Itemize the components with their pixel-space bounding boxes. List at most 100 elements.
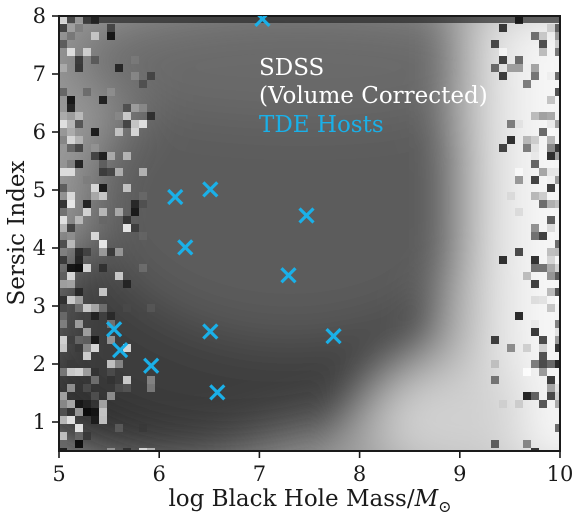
noise-cell [67,136,75,144]
noise-cell [555,432,560,440]
noise-cell [523,392,531,400]
noise-cell [531,392,539,400]
noise-cell [67,96,75,104]
y-tick-label-1: 2 [33,352,46,376]
noise-cell [91,144,99,152]
noise-cell [547,168,555,176]
noise-cell [83,264,91,272]
noise-cell [83,328,91,336]
noise-cell [59,24,67,32]
noise-cell [139,448,147,451]
noise-cell [59,280,67,288]
noise-cell [75,400,83,408]
noise-cell [115,384,123,392]
noise-cell [555,384,560,392]
noise-cell [547,96,555,104]
noise-cell [83,368,91,376]
noise-cell [59,304,67,312]
noise-cell [523,272,531,280]
noise-cell [139,200,147,208]
noise-cell [59,312,67,320]
noise-cell [547,176,555,184]
noise-cell [515,64,523,72]
noise-cell [107,336,115,344]
noise-cell [531,360,539,368]
noise-cell [67,296,75,304]
noise-cell [139,192,147,200]
noise-cell [547,248,555,256]
tde-host-marker [254,16,271,28]
noise-cell [99,152,107,160]
noise-cell [547,24,555,32]
noise-cell [507,120,515,128]
annotation-sdss: SDSS [259,55,324,81]
noise-cell [539,296,547,304]
tde-host-marker [105,321,123,338]
noise-cell [555,168,560,176]
noise-cell [59,408,67,416]
noise-cell [555,64,560,72]
noise-cell [59,64,67,72]
y-tick-label-2: 3 [33,294,46,318]
noise-cell [123,344,131,352]
noise-cell [499,400,507,408]
noise-cell [59,336,67,344]
tde-host-marker [298,207,315,224]
tde-host-marker [143,357,160,374]
y-tick-label-7: 8 [33,4,46,28]
noise-cell [531,320,539,328]
noise-cell [539,168,547,176]
noise-cell [123,216,131,224]
noise-cell [531,152,539,160]
y-axis-label: Sersic Index [4,161,30,306]
noise-cell [59,16,67,24]
noise-cell [67,232,75,240]
tde-host-marker [325,328,342,345]
noise-cell [523,368,531,376]
noise-cell [83,200,91,208]
noise-cell [555,272,560,280]
noise-cell [59,168,67,176]
noise-cell [555,360,560,368]
noise-cell [547,128,555,136]
noise-cell [491,376,499,384]
noise-cell [547,136,555,144]
noise-cell [107,168,115,176]
noise-cell [107,392,115,400]
noise-cell [147,112,155,120]
noise-cell [67,120,75,128]
noise-cell [75,344,83,352]
noise-cell [59,272,67,280]
noise-cell [107,248,115,256]
noise-cell [67,384,75,392]
noise-cell [499,144,507,152]
noise-cell [67,336,75,344]
noise-cell [131,56,139,64]
noise-cell [107,368,115,376]
noise-cell [83,48,91,56]
noise-cell [75,432,83,440]
noise-cell [115,208,123,216]
noise-cell [67,144,75,152]
noise-cell [83,304,91,312]
noise-cell [555,248,560,256]
noise-cell [59,256,67,264]
noise-cell [115,128,123,136]
noise-cell [531,224,539,232]
noise-cell [67,32,75,40]
noise-cell [75,16,83,24]
noise-cell [555,72,560,80]
noise-cell [123,152,131,160]
noise-cell [67,168,75,176]
noise-cell [99,216,107,224]
noise-cell [59,216,67,224]
noise-cell [555,200,560,208]
noise-cell [555,328,560,336]
noise-cell [491,64,499,72]
noise-cell [555,152,560,160]
noise-cell [131,104,139,112]
noise-cell [555,288,560,296]
noise-cell [547,256,555,264]
noise-cell [491,336,499,344]
noise-cell [539,352,547,360]
